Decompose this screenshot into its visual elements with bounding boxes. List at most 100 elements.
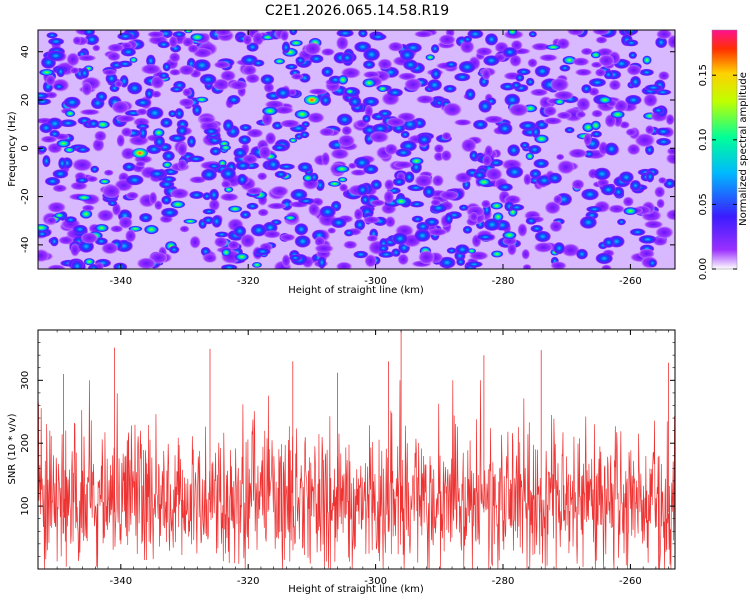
spectrogram-cell xyxy=(588,78,607,87)
spectrogram-cell xyxy=(556,111,572,120)
spectrogram-cell xyxy=(129,57,138,63)
snr-xtick-label: -280 xyxy=(492,576,515,587)
spectrogram-cell xyxy=(571,179,585,190)
spectrogram-ytick-label: 40 xyxy=(20,45,31,58)
spectrogram-cell xyxy=(395,148,412,157)
spectrogram-cell xyxy=(658,71,670,81)
spectrogram-cell xyxy=(168,134,186,143)
spectrogram-cell xyxy=(345,88,355,95)
snr-ylabel: SNR (10 * v/v) xyxy=(7,413,18,484)
spectrogram-cell xyxy=(604,142,619,156)
spectrogram-cell xyxy=(550,261,567,269)
spectrogram-cell xyxy=(263,230,281,239)
spectrogram-cell xyxy=(539,54,558,62)
spectrogram-cell xyxy=(254,247,271,256)
spectrogram-ytick-label: 20 xyxy=(20,94,31,107)
spectrogram-peak xyxy=(234,252,249,261)
spectrogram-cell xyxy=(170,86,184,93)
spectrogram-cell xyxy=(317,256,327,269)
spectrogram-cell xyxy=(294,223,309,236)
spectrogram-cell xyxy=(94,130,107,142)
spectrogram-cell xyxy=(414,174,433,188)
spectrogram-cell xyxy=(92,44,101,52)
spectrogram-cell xyxy=(467,248,477,254)
spectrogram-cell xyxy=(114,80,123,88)
spectrogram-cell xyxy=(117,60,133,68)
spectrogram-cell xyxy=(341,125,352,136)
spectrogram-cell xyxy=(383,190,394,204)
spectrogram-cell xyxy=(221,248,231,257)
spectrogram-cell xyxy=(63,146,75,153)
spectrogram-cell xyxy=(337,75,349,85)
spectrogram-cell xyxy=(400,130,410,139)
spectrogram-cell xyxy=(630,180,641,191)
spectrogram-cell xyxy=(438,34,456,45)
spectrogram-cell xyxy=(630,75,641,88)
spectrogram-cell xyxy=(330,148,349,160)
spectrogram-cell xyxy=(274,170,288,179)
spectrogram-cell xyxy=(162,150,175,162)
spectrogram-cell xyxy=(289,254,302,262)
spectrogram-cell xyxy=(307,112,325,123)
spectrogram-cell xyxy=(515,73,525,82)
spectrogram-cell xyxy=(348,162,357,169)
spectrogram-cell xyxy=(122,162,136,172)
spectrogram-cell xyxy=(414,30,433,38)
spectrogram-cell xyxy=(227,94,241,105)
spectrogram-cell xyxy=(301,121,310,128)
spectrogram-cell xyxy=(545,44,561,50)
spectrogram-cell xyxy=(116,115,136,123)
spectrogram-cell xyxy=(134,98,151,108)
spectrogram-cell xyxy=(576,248,588,260)
spectrogram-cell xyxy=(656,30,672,40)
spectrogram-peak xyxy=(94,224,109,232)
spectrogram-cell xyxy=(520,141,530,149)
spectrogram-cell xyxy=(178,65,195,76)
spectrogram-cell xyxy=(92,138,105,152)
spectrogram-cell xyxy=(525,217,537,225)
spectrogram-cell xyxy=(638,235,657,244)
spectrogram-cell xyxy=(608,204,625,214)
spectrogram-cell xyxy=(399,48,415,62)
spectrogram-cell xyxy=(83,30,95,37)
spectrogram-cell xyxy=(330,217,347,228)
spectrogram-cell xyxy=(362,114,371,123)
spectrogram-cell xyxy=(189,191,205,199)
spectrogram-cell xyxy=(469,150,479,161)
spectrogram-peak xyxy=(597,96,612,104)
spectrogram-cell xyxy=(430,44,440,54)
snr-frame xyxy=(37,329,676,570)
spectrogram-cell xyxy=(50,236,59,247)
spectrogram-cell xyxy=(174,108,184,120)
spectrogram-cell xyxy=(107,200,118,207)
spectrogram-cell xyxy=(125,229,136,243)
spectrogram-cell xyxy=(596,47,614,57)
snr-xtick-label: -260 xyxy=(619,576,642,587)
spectrogram-cell xyxy=(270,185,289,197)
spectrogram-cell xyxy=(628,51,637,59)
spectrogram-cell xyxy=(438,256,456,269)
spectrogram-cell xyxy=(525,152,534,161)
spectrogram-cell xyxy=(265,132,276,145)
spectrogram-cell xyxy=(201,168,217,181)
spectrogram-cell xyxy=(80,67,90,79)
snr-spikes xyxy=(63,330,669,513)
spectrogram-cell xyxy=(168,35,178,48)
spectrogram-cell xyxy=(430,68,442,80)
spectrogram-cell xyxy=(504,93,521,107)
spectrogram-cell xyxy=(118,216,133,229)
spectrogram-cell xyxy=(485,167,503,181)
spectrogram-cell xyxy=(72,36,82,45)
spectrogram-cell xyxy=(392,232,408,245)
spectrogram-cell xyxy=(53,83,65,90)
spectrogram-cell xyxy=(581,84,592,94)
spectrogram-cell xyxy=(624,39,639,47)
spectrogram-xtick-label: -280 xyxy=(492,276,515,287)
spectrogram-cell xyxy=(319,205,336,218)
spectrogram-cell xyxy=(208,198,220,211)
spectrogram-cell xyxy=(273,58,286,65)
spectrogram-cell xyxy=(363,164,379,175)
spectrogram-cell xyxy=(281,254,291,268)
spectrogram-cell xyxy=(534,230,551,243)
